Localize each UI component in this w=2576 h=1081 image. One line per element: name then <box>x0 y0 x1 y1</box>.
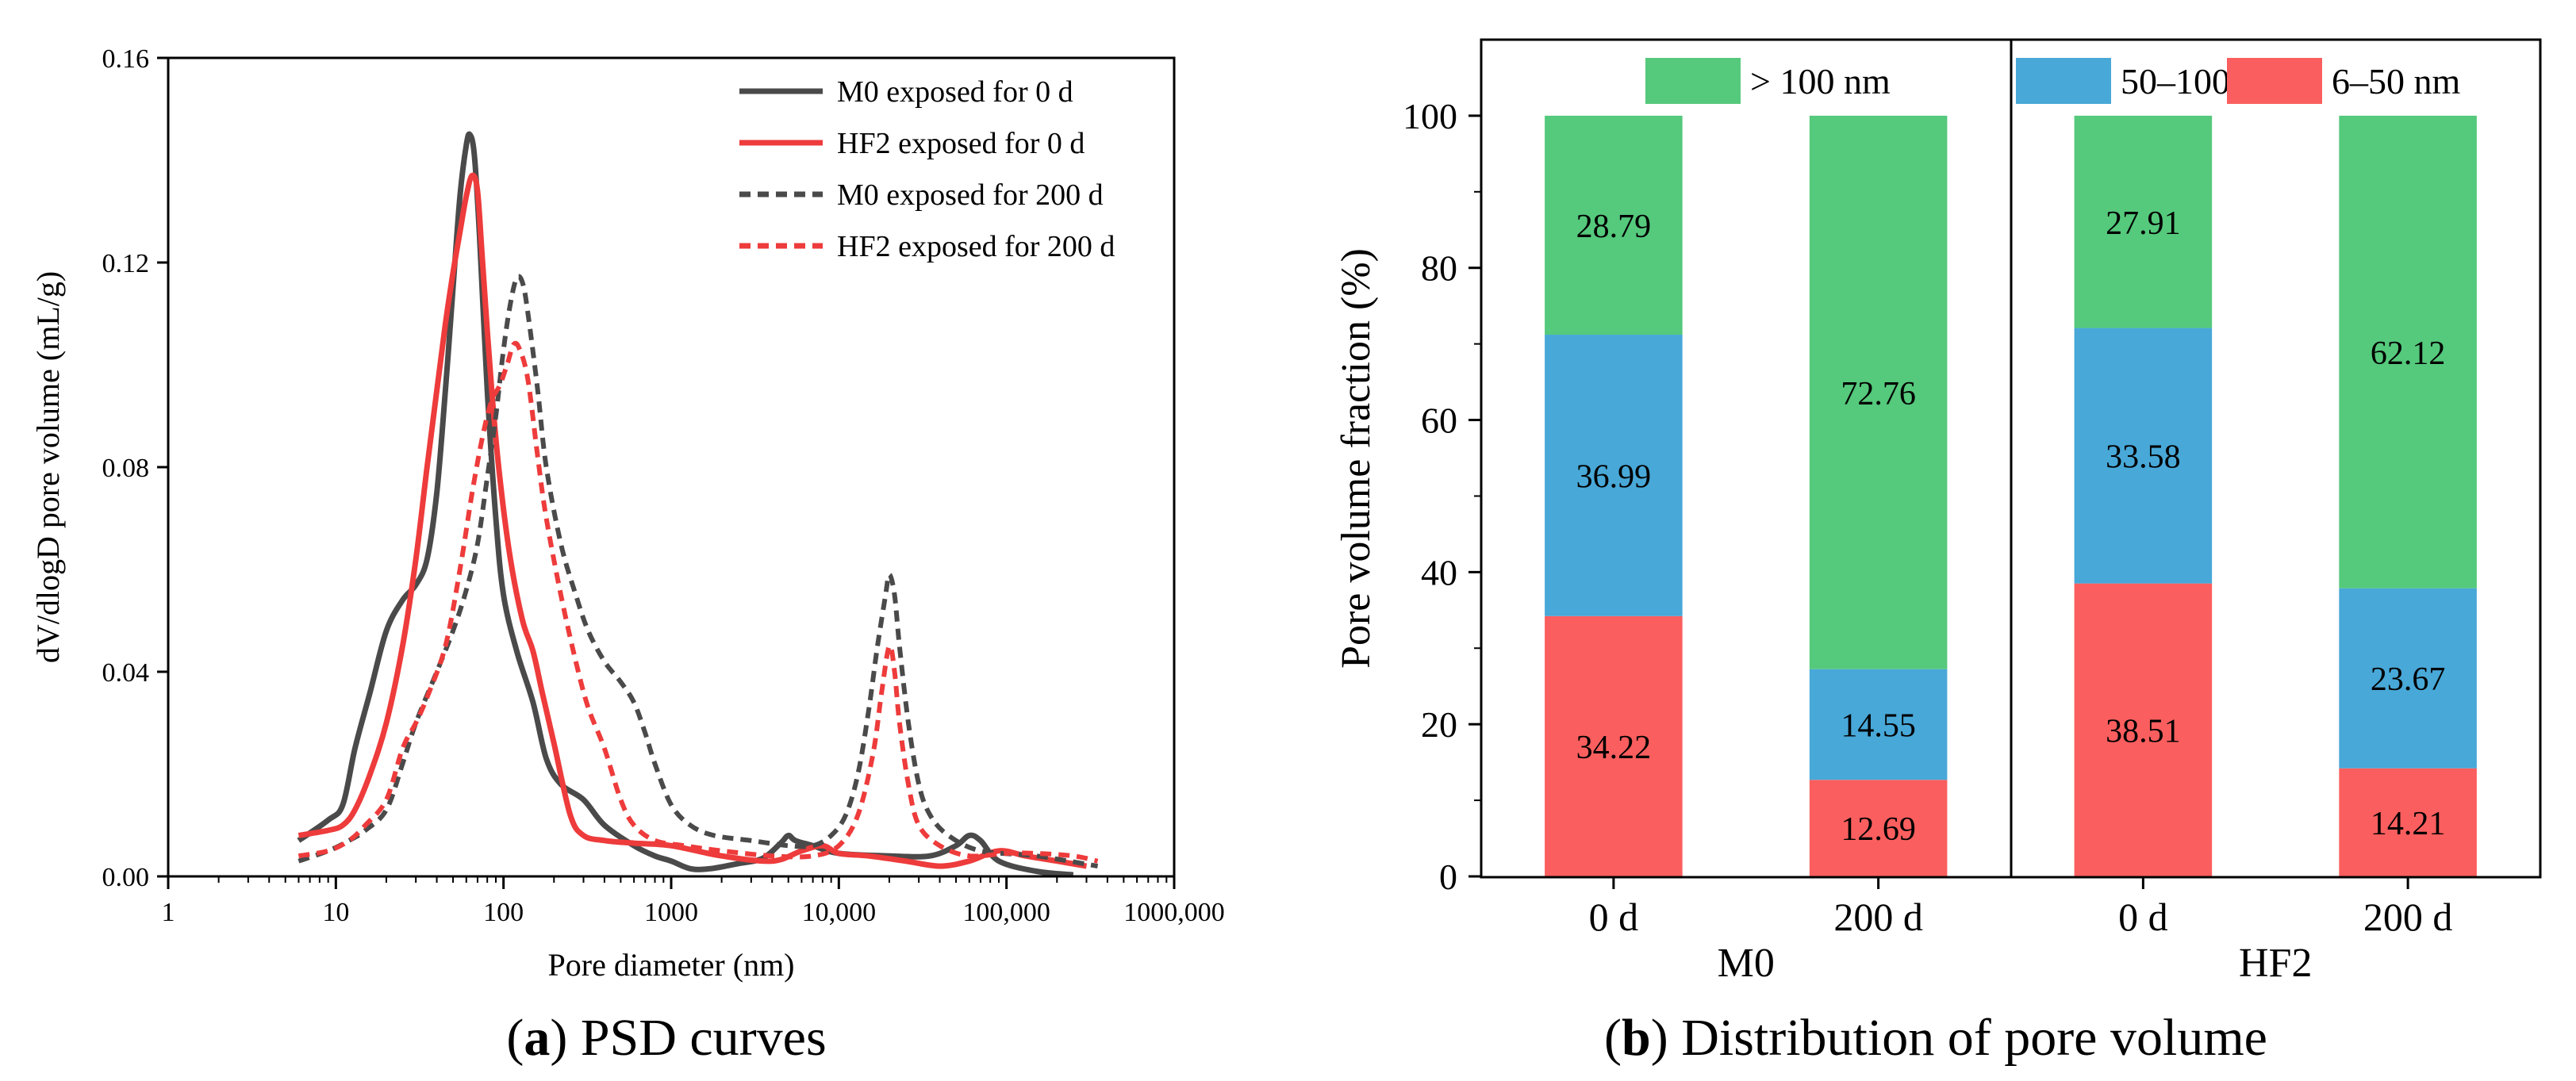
pore-volume-y-tick-label: 60 <box>1421 401 1457 441</box>
psd-x-ticks: 1 10 100 1000 10,000 100,000 1000,000 <box>162 876 1225 927</box>
pore-volume-legend-label: 6–50 nm <box>2332 61 2461 102</box>
psd-series-line <box>298 340 1099 864</box>
stacked-bar-segment <box>2074 583 2213 876</box>
pore-volume-legend-label: > 100 nm <box>1750 61 1891 102</box>
pore-volume-legend-swatch <box>1645 58 1741 104</box>
stacked-bar-segment <box>2339 588 2477 769</box>
psd-x-tick-label: 10,000 <box>802 898 877 927</box>
pore-volume-group-label: M0 <box>1718 941 1775 986</box>
psd-series-line <box>298 274 1099 869</box>
pore-volume-x-tick-label: 0 d <box>1589 895 1639 939</box>
pore-volume-x-tick-label: 200 d <box>1833 895 1923 939</box>
bar-value-label: 62.12 <box>2371 335 2446 372</box>
psd-y-tick-label: 0.08 <box>102 454 150 483</box>
stacked-bar-segment <box>2074 328 2213 584</box>
psd-x-tick-label: 100,000 <box>962 898 1050 927</box>
psd-series-line <box>298 172 1088 869</box>
pore-volume-y-tick-label: 0 <box>1439 857 1457 897</box>
stacked-bar-segment <box>1809 780 1948 876</box>
pore-volume-y-ticks: 0 20 40 60 80 100 <box>1403 96 1481 897</box>
pore-volume-legend-swatch <box>2016 58 2111 104</box>
bar-value-label: 38.51 <box>2106 713 2181 749</box>
bar-value-label: 23.67 <box>2371 661 2446 698</box>
pore-volume-group-labels: M0 HF2 <box>1718 941 2313 986</box>
pore-volume-y-tick-label: 100 <box>1403 96 1457 136</box>
pore-volume-x-ticks: 0 d 200 d 0 d 200 d <box>1589 876 2453 939</box>
pore-volume-y-axis-label: Pore volume fraction (%) <box>1334 248 1379 669</box>
psd-legend-label: M0 exposed for 200 d <box>837 178 1104 212</box>
stacked-bar-segment <box>1545 615 1683 876</box>
psd-x-tick-label: 1000,000 <box>1123 898 1225 927</box>
stacked-bar-segment <box>1809 669 1948 780</box>
stacked-bar-segment <box>1545 115 1683 335</box>
pore-volume-plot-frame <box>1480 38 2542 879</box>
pore-volume-x-tick-label: 200 d <box>2363 895 2453 939</box>
bar-value-label: 28.79 <box>1576 209 1652 245</box>
bar-value-label: 14.21 <box>2371 806 2446 842</box>
psd-legend-label: HF2 exposed for 0 d <box>837 127 1085 160</box>
psd-x-tick-label: 100 <box>483 898 524 927</box>
pore-volume-legend-swatch <box>2227 58 2322 104</box>
psd-chart: 0.00 0.04 0.08 0.12 0.16 1 10 100 1000 10,000 100… <box>30 44 1225 1067</box>
stacked-bar-segment <box>1809 115 1948 669</box>
pore-volume-y-tick-label: 80 <box>1421 248 1457 289</box>
psd-y-ticks: 0.00 0.04 0.08 0.12 0.16 <box>102 44 168 892</box>
psd-y-tick-label: 0.00 <box>102 863 150 892</box>
psd-plot-area <box>297 131 1099 878</box>
psd-y-axis-label: dV/dlogD pore volume (mL/g) <box>30 271 66 663</box>
pore-volume-caption: (b) Distribution of pore volume <box>1604 1009 2267 1067</box>
psd-caption-text: PSD curves <box>567 1009 826 1067</box>
stacked-bar-segment <box>2339 115 2477 588</box>
bar-value-label: 33.58 <box>2106 439 2181 476</box>
psd-legend-label: M0 exposed for 0 d <box>837 75 1073 109</box>
stacked-bar-segment <box>2339 768 2477 876</box>
pore-volume-y-tick-label: 40 <box>1421 552 1457 592</box>
psd-caption-letter: a <box>524 1009 550 1067</box>
stacked-bar-segment <box>2074 115 2213 328</box>
psd-x-tick-label: 1 <box>162 898 175 927</box>
psd-legend: M0 exposed for 0 d HF2 exposed for 0 d M0 … <box>739 75 1115 263</box>
psd-y-tick-label: 0.04 <box>102 658 150 688</box>
bar-value-label: 27.91 <box>2106 205 2181 242</box>
psd-y-tick-label: 0.16 <box>102 44 150 74</box>
psd-y-tick-label: 0.12 <box>102 249 150 278</box>
psd-legend-label: HF2 exposed for 200 d <box>837 230 1115 263</box>
bar-value-label: 72.76 <box>1841 376 1916 412</box>
pore-volume-legend: > 100 nm 50–100 nm 6–50 nm <box>1645 58 2461 104</box>
psd-x-tick-label: 1000 <box>644 898 698 927</box>
pore-volume-caption-text: Distribution of pore volume <box>1668 1009 2267 1067</box>
bar-value-label: 14.55 <box>1841 708 1916 745</box>
bar-value-label: 36.99 <box>1576 458 1652 495</box>
pore-volume-group-label: HF2 <box>2239 941 2312 986</box>
psd-caption: (a) PSD curves <box>506 1009 826 1067</box>
pore-volume-chart: 34.22 36.99 28.79 12.69 14.55 72.76 38.51 33.58… <box>1334 38 2542 1067</box>
pore-volume-caption-letter: b <box>1622 1009 1651 1067</box>
pore-volume-y-tick-label: 20 <box>1421 704 1457 745</box>
pore-volume-x-tick-label: 0 d <box>2118 895 2168 939</box>
bar-value-label: 12.69 <box>1841 811 1916 848</box>
psd-x-axis-label: Pore diameter (nm) <box>548 947 795 983</box>
psd-x-tick-label: 10 <box>322 898 349 927</box>
stacked-bar-segment <box>1545 335 1683 616</box>
pore-volume-bars: 34.22 36.99 28.79 12.69 14.55 72.76 38.51 33.58… <box>1545 115 2477 876</box>
bar-value-label: 34.22 <box>1576 730 1652 766</box>
